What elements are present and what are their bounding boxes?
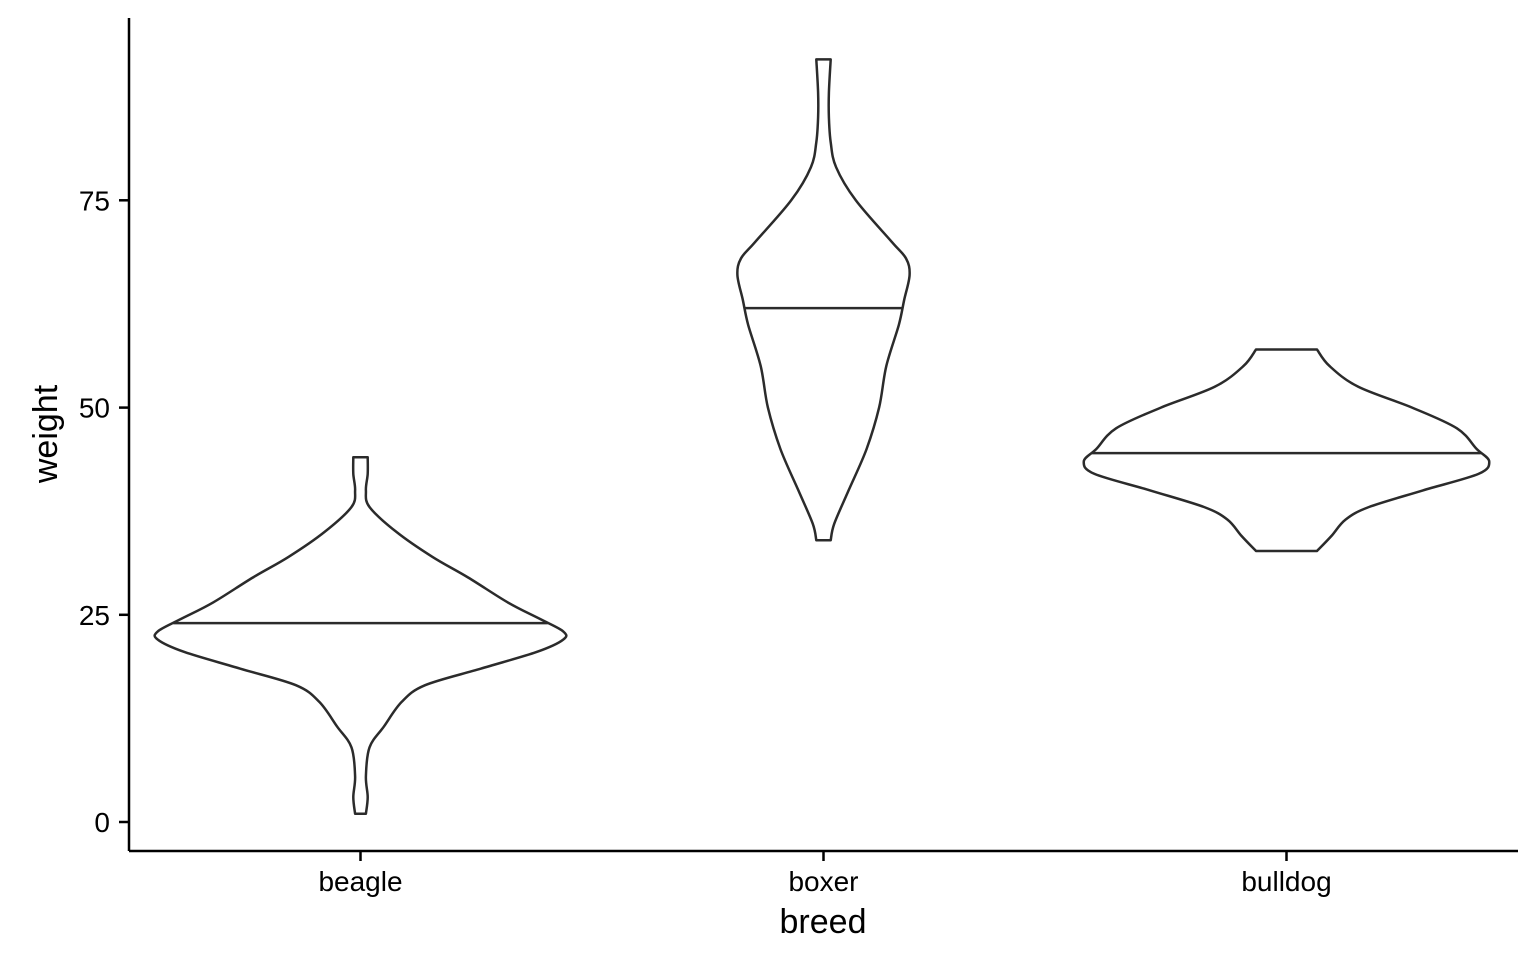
y-tick-label: 0 — [94, 807, 110, 838]
violin-boxer — [736, 58, 911, 542]
y-tick-label: 25 — [79, 600, 110, 631]
x-tick-label-beagle: beagle — [318, 866, 402, 897]
x-axis-title: breed — [780, 903, 867, 941]
ticks-layer: 0 25 50 75 beagle boxer bulldog — [79, 185, 1332, 897]
violin-beagle — [153, 456, 568, 815]
x-tick-label-bulldog: bulldog — [1241, 866, 1331, 897]
x-tick-label-boxer: boxer — [788, 866, 858, 897]
y-tick-label: 50 — [79, 393, 110, 424]
violin-bulldog — [1082, 348, 1491, 553]
y-axis-title: weight — [27, 384, 65, 484]
violins-layer — [153, 58, 1491, 815]
y-tick-label: 75 — [79, 185, 110, 216]
